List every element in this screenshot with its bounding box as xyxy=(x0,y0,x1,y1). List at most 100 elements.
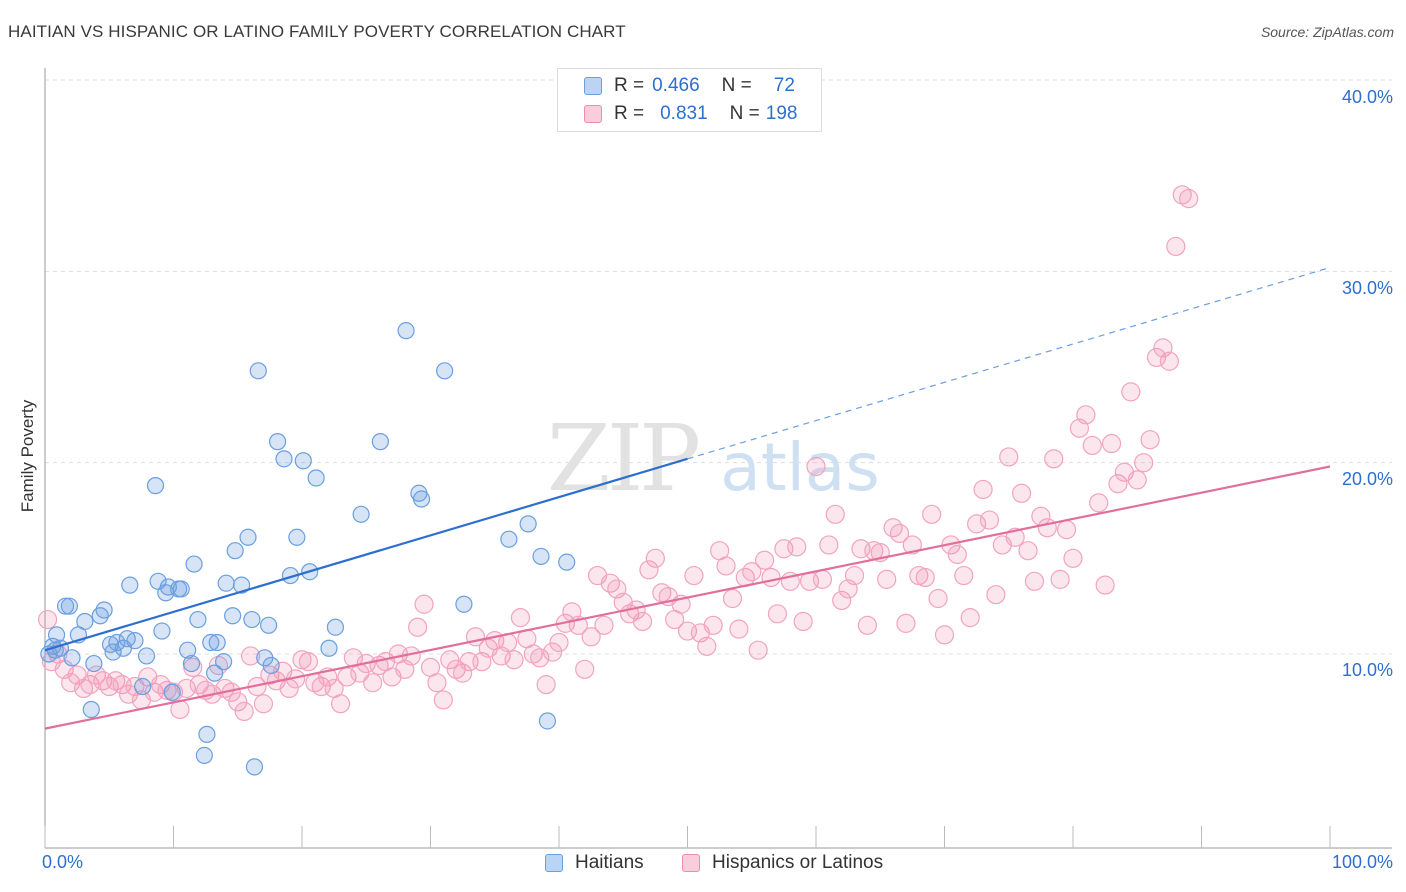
hispanic-point xyxy=(954,565,974,586)
haitian-point xyxy=(217,574,235,592)
hispanic-point xyxy=(1108,474,1128,494)
hispanic-point xyxy=(1050,569,1070,589)
hispanic-point xyxy=(1134,453,1154,473)
haitian-point xyxy=(320,639,338,657)
hispanic-point xyxy=(999,447,1019,467)
hispanic-point xyxy=(703,615,723,635)
legend-n-value: 198 xyxy=(765,103,798,124)
haitian-point xyxy=(500,530,518,548)
hispanic-point xyxy=(806,456,826,477)
hispanic-point xyxy=(37,609,58,630)
hispanic-point xyxy=(922,504,942,524)
hispanic-point xyxy=(722,588,743,609)
y-tick-20: 20.0% xyxy=(1341,469,1393,489)
haitian-point xyxy=(233,576,251,594)
y-tick-40: 40.0% xyxy=(1341,87,1393,107)
hispanic-trend-line xyxy=(44,465,1331,730)
hispanic-point xyxy=(793,611,813,632)
axes xyxy=(44,68,1392,849)
haitian-point xyxy=(63,649,81,667)
hispanic-point xyxy=(973,479,993,500)
hispanic-point xyxy=(877,569,897,589)
hispanic-point xyxy=(549,632,569,653)
haitian-point xyxy=(60,597,79,615)
x-tick-min: 0.0% xyxy=(42,852,84,872)
hispanic-point xyxy=(1179,189,1199,209)
hispanic-point xyxy=(889,523,910,544)
hispanic-point xyxy=(1018,541,1038,561)
hispanic-point xyxy=(1159,351,1179,371)
hispanic-point xyxy=(1101,433,1122,454)
bottom-swatch-pink xyxy=(682,854,700,872)
haitian-point xyxy=(538,712,557,730)
legend-r-label: R = xyxy=(614,75,645,96)
haitian-point xyxy=(198,725,216,743)
hispanic-point xyxy=(1082,435,1102,456)
hispanic-point xyxy=(729,619,749,639)
haitian-point xyxy=(95,601,113,619)
hispanic-point xyxy=(639,560,659,580)
haitian-point xyxy=(307,469,325,487)
hispanic-point xyxy=(896,613,916,633)
haitian-point xyxy=(172,580,190,598)
hispanic-point xyxy=(440,650,460,670)
haitian-point xyxy=(455,595,473,613)
haitian-trend-extension xyxy=(687,266,1331,460)
hispanic-point xyxy=(1089,493,1109,513)
haitian-point xyxy=(288,528,306,546)
hispanic-point xyxy=(742,562,762,582)
legend-swatch-blue xyxy=(584,77,602,95)
hispanic-point xyxy=(414,594,434,614)
x-tick-max: 100.0% xyxy=(1331,852,1393,872)
y-tick-10: 10.0% xyxy=(1341,660,1393,680)
haitian-point xyxy=(134,677,152,696)
hispanic-point xyxy=(947,544,967,565)
hispanic-point xyxy=(80,675,100,695)
hispanic-point xyxy=(787,537,807,557)
haitian-point xyxy=(108,633,126,652)
haitian-point xyxy=(275,450,293,468)
legend-r-label: R = xyxy=(614,103,645,124)
haitian-point xyxy=(126,632,144,650)
hispanic-point xyxy=(645,548,665,568)
hispanic-point xyxy=(825,504,845,524)
haitian-point xyxy=(189,610,207,629)
hispanic-point xyxy=(767,604,788,624)
haitian-point xyxy=(185,555,203,573)
y-tick-30: 30.0% xyxy=(1341,278,1393,298)
haitian-point xyxy=(371,433,389,451)
haitian-point xyxy=(104,643,122,661)
legend-row-hispanics: R = 0.831 N = 198 xyxy=(584,101,797,127)
chart-title: HAITIAN VS HISPANIC OR LATINO FAMILY POV… xyxy=(8,22,626,41)
hispanic-point xyxy=(234,701,254,722)
haitian-point xyxy=(146,477,165,495)
haitian-point xyxy=(159,578,177,596)
haitian-point xyxy=(249,362,267,380)
haitian-point xyxy=(121,576,139,594)
bottom-legend-label: Hispanics or Latinos xyxy=(712,852,884,873)
hispanic-point xyxy=(1011,483,1032,503)
haitian-point xyxy=(208,633,226,652)
haitian-point xyxy=(195,746,213,765)
hispanic-point xyxy=(1044,449,1064,469)
source-label: Source: ZipAtlas.com xyxy=(1260,24,1394,40)
watermark: ZIP atlas xyxy=(547,405,880,512)
haitian-point xyxy=(85,654,103,673)
hispanic-point xyxy=(581,627,601,647)
haitian-point xyxy=(243,610,261,629)
hispanic-point xyxy=(433,690,453,710)
hispanic-point xyxy=(408,617,428,637)
hispanic-point xyxy=(298,652,319,672)
hispanic-point xyxy=(632,611,653,632)
hispanic-point xyxy=(1146,347,1167,368)
hispanic-point xyxy=(330,694,351,714)
hispanic-point xyxy=(504,650,524,670)
legend-n-label: N = xyxy=(721,75,752,96)
hispanic-point xyxy=(1095,575,1115,595)
hispanic-point xyxy=(542,642,563,662)
haitian-point xyxy=(182,654,201,673)
hispanic-point xyxy=(754,550,775,570)
hispanic-point xyxy=(819,535,839,555)
legend-row-haitians: R = 0.466 N = 72 xyxy=(584,73,795,99)
hispanic-point xyxy=(986,585,1006,605)
